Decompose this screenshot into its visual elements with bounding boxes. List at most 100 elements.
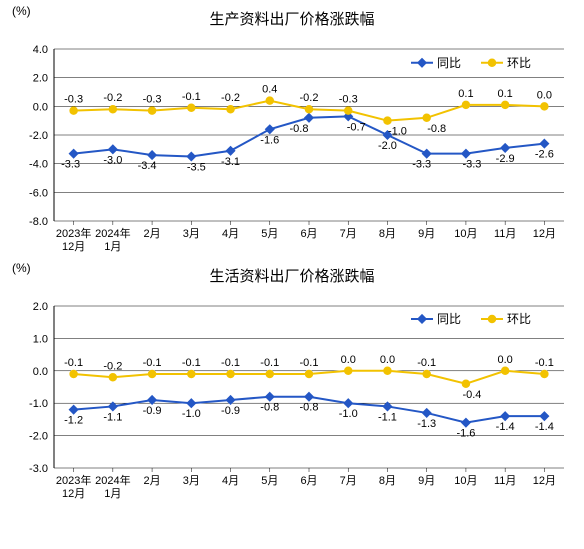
- svg-text:-6.0: -6.0: [29, 187, 48, 199]
- svg-text:-0.3: -0.3: [339, 94, 358, 106]
- svg-text:-0.1: -0.1: [182, 91, 201, 103]
- svg-text:-2.0: -2.0: [29, 431, 48, 443]
- svg-text:-0.1: -0.1: [535, 357, 554, 369]
- svg-text:1月: 1月: [104, 241, 121, 253]
- svg-text:环比: 环比: [507, 56, 531, 70]
- svg-text:2.0: 2.0: [33, 73, 48, 85]
- svg-text:0.0: 0.0: [498, 354, 513, 366]
- svg-text:-1.2: -1.2: [64, 415, 83, 427]
- svg-text:3月: 3月: [183, 228, 200, 240]
- svg-text:-0.1: -0.1: [417, 357, 436, 369]
- svg-text:11月: 11月: [494, 475, 516, 487]
- svg-text:-3.1: -3.1: [221, 156, 240, 168]
- svg-text:-2.0: -2.0: [29, 130, 48, 142]
- svg-text:-0.1: -0.1: [143, 357, 162, 369]
- svg-text:环比: 环比: [507, 312, 531, 326]
- svg-text:0.0: 0.0: [341, 354, 356, 366]
- svg-text:-1.1: -1.1: [103, 411, 122, 423]
- svg-text:-0.1: -0.1: [260, 357, 279, 369]
- svg-text:8月: 8月: [379, 228, 396, 240]
- svg-text:-0.8: -0.8: [290, 123, 309, 135]
- svg-text:-1.1: -1.1: [378, 411, 397, 423]
- svg-text:7月: 7月: [340, 475, 357, 487]
- svg-text:同比: 同比: [437, 56, 461, 70]
- svg-text:-4.0: -4.0: [29, 159, 48, 171]
- svg-text:-0.1: -0.1: [300, 357, 319, 369]
- svg-text:0.0: 0.0: [33, 101, 48, 113]
- svg-text:2.0: 2.0: [33, 301, 48, 313]
- svg-text:-0.2: -0.2: [103, 360, 122, 372]
- svg-text:-2.9: -2.9: [496, 153, 515, 165]
- svg-text:-1.0: -1.0: [29, 398, 48, 410]
- svg-text:-0.8: -0.8: [260, 402, 279, 414]
- chart-0: -8.0-6.0-4.0-2.00.02.04.02023年12月2024年1月…: [8, 31, 576, 261]
- svg-text:12月: 12月: [533, 228, 556, 240]
- chart-container-0: (%) 生产资料出厂价格涨跌幅 -8.0-6.0-4.0-2.00.02.04.…: [8, 8, 576, 261]
- svg-text:12月: 12月: [62, 488, 85, 500]
- svg-text:10月: 10月: [454, 475, 477, 487]
- svg-text:1.0: 1.0: [33, 333, 48, 345]
- svg-text:11月: 11月: [494, 228, 516, 240]
- svg-text:2月: 2月: [144, 475, 161, 487]
- svg-text:-1.3: -1.3: [417, 418, 436, 430]
- svg-text:-3.0: -3.0: [103, 154, 122, 166]
- svg-text:-1.4: -1.4: [535, 421, 554, 433]
- chart-title: 生活资料出厂价格涨跌幅: [8, 265, 576, 286]
- svg-text:-2.0: -2.0: [378, 140, 397, 152]
- y-axis-unit: (%): [12, 261, 31, 275]
- svg-text:-3.5: -3.5: [187, 162, 206, 174]
- svg-text:-1.6: -1.6: [456, 428, 475, 440]
- svg-text:4月: 4月: [222, 475, 239, 487]
- svg-text:0.0: 0.0: [537, 89, 552, 101]
- svg-text:-1.0: -1.0: [339, 408, 358, 420]
- svg-text:-0.7: -0.7: [347, 121, 366, 133]
- svg-text:0.1: 0.1: [498, 88, 513, 100]
- svg-text:-0.1: -0.1: [182, 357, 201, 369]
- svg-text:-3.3: -3.3: [412, 159, 431, 171]
- chart-1: -3.0-2.0-1.00.01.02.02023年12月2024年1月2月3月…: [8, 288, 576, 508]
- chart-container-1: (%) 生活资料出厂价格涨跌幅 -3.0-2.0-1.00.01.02.0202…: [8, 265, 576, 508]
- svg-text:2024年: 2024年: [95, 473, 130, 487]
- svg-text:0.4: 0.4: [262, 84, 277, 96]
- svg-text:-3.3: -3.3: [61, 159, 80, 171]
- svg-text:7月: 7月: [340, 228, 357, 240]
- y-axis-unit: (%): [12, 4, 31, 18]
- svg-text:2月: 2月: [144, 228, 161, 240]
- svg-text:0.0: 0.0: [380, 354, 395, 366]
- svg-text:-1.4: -1.4: [496, 421, 515, 433]
- svg-text:-0.2: -0.2: [103, 92, 122, 104]
- svg-text:2024年: 2024年: [95, 226, 130, 240]
- svg-text:6月: 6月: [300, 228, 317, 240]
- svg-text:-0.9: -0.9: [143, 405, 162, 417]
- svg-text:同比: 同比: [437, 312, 461, 326]
- svg-text:-0.2: -0.2: [221, 92, 240, 104]
- svg-text:-1.6: -1.6: [260, 134, 279, 146]
- svg-text:-0.1: -0.1: [64, 357, 83, 369]
- svg-text:0.0: 0.0: [33, 366, 48, 378]
- svg-text:-0.8: -0.8: [300, 402, 319, 414]
- svg-text:-0.8: -0.8: [427, 123, 446, 135]
- svg-text:-0.2: -0.2: [300, 92, 319, 104]
- svg-text:3月: 3月: [183, 475, 200, 487]
- chart-title: 生产资料出厂价格涨跌幅: [8, 8, 576, 29]
- svg-text:4.0: 4.0: [33, 44, 48, 56]
- svg-text:-0.9: -0.9: [221, 405, 240, 417]
- svg-text:-2.6: -2.6: [535, 149, 554, 161]
- svg-text:-0.4: -0.4: [462, 389, 481, 401]
- svg-text:9月: 9月: [418, 475, 435, 487]
- svg-text:-8.0: -8.0: [29, 216, 48, 228]
- svg-text:-1.0: -1.0: [182, 408, 201, 420]
- svg-text:-3.4: -3.4: [138, 160, 157, 172]
- svg-text:5月: 5月: [261, 475, 278, 487]
- svg-text:10月: 10月: [454, 228, 477, 240]
- svg-text:-3.3: -3.3: [462, 159, 481, 171]
- svg-text:-3.0: -3.0: [29, 463, 48, 475]
- svg-text:2023年: 2023年: [56, 473, 91, 487]
- svg-text:6月: 6月: [300, 475, 317, 487]
- svg-text:0.1: 0.1: [458, 88, 473, 100]
- svg-text:12月: 12月: [62, 241, 85, 253]
- svg-text:9月: 9月: [418, 228, 435, 240]
- svg-text:-1.0: -1.0: [388, 126, 407, 138]
- svg-text:8月: 8月: [379, 475, 396, 487]
- svg-text:-0.3: -0.3: [143, 94, 162, 106]
